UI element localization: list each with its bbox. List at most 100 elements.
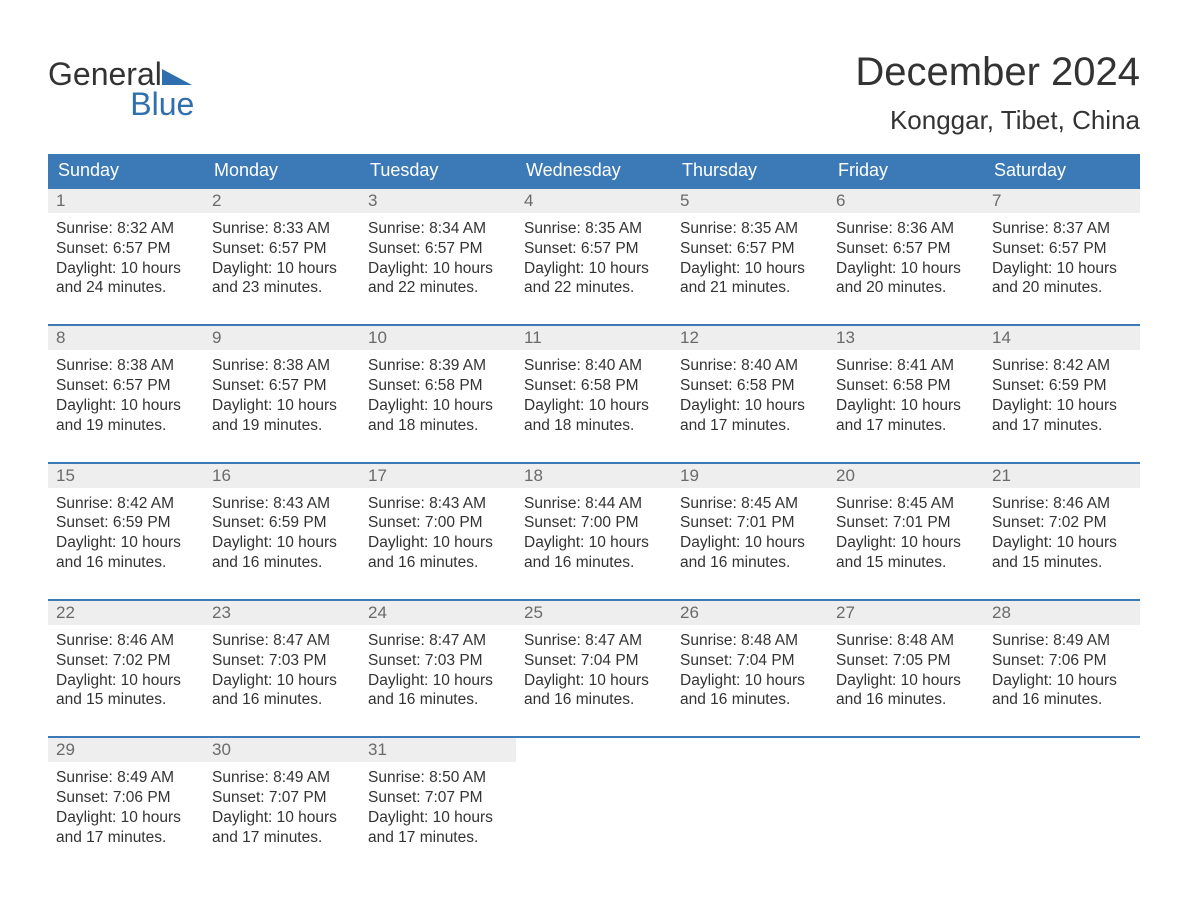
sunset-text: Sunset: 6:58 PM <box>836 376 976 396</box>
daylight-text: and 16 minutes. <box>212 690 352 710</box>
sunrise-text: Sunrise: 8:44 AM <box>524 494 664 514</box>
calendar: Sunday Monday Tuesday Wednesday Thursday… <box>48 154 1140 852</box>
sunset-text: Sunset: 7:01 PM <box>680 513 820 533</box>
day-number-empty <box>516 738 672 762</box>
day-cell: 14Sunrise: 8:42 AMSunset: 6:59 PMDayligh… <box>984 326 1140 439</box>
day-number: 9 <box>204 326 360 350</box>
day-body: Sunrise: 8:33 AMSunset: 6:57 PMDaylight:… <box>204 213 360 302</box>
day-cell: 22Sunrise: 8:46 AMSunset: 7:02 PMDayligh… <box>48 601 204 714</box>
sunset-text: Sunset: 6:59 PM <box>212 513 352 533</box>
daylight-text: Daylight: 10 hours <box>212 671 352 691</box>
day-cell: 13Sunrise: 8:41 AMSunset: 6:58 PMDayligh… <box>828 326 984 439</box>
sunrise-text: Sunrise: 8:42 AM <box>56 494 196 514</box>
daylight-text: and 16 minutes. <box>368 690 508 710</box>
sunrise-text: Sunrise: 8:45 AM <box>680 494 820 514</box>
day-number: 13 <box>828 326 984 350</box>
daylight-text: Daylight: 10 hours <box>212 259 352 279</box>
daylight-text: Daylight: 10 hours <box>836 533 976 553</box>
sunrise-text: Sunrise: 8:48 AM <box>680 631 820 651</box>
day-number: 18 <box>516 464 672 488</box>
sunset-text: Sunset: 7:02 PM <box>992 513 1132 533</box>
day-cell: 25Sunrise: 8:47 AMSunset: 7:04 PMDayligh… <box>516 601 672 714</box>
sunset-text: Sunset: 7:00 PM <box>524 513 664 533</box>
day-number: 11 <box>516 326 672 350</box>
day-cell: 16Sunrise: 8:43 AMSunset: 6:59 PMDayligh… <box>204 464 360 577</box>
daylight-text: and 24 minutes. <box>56 278 196 298</box>
sunrise-text: Sunrise: 8:47 AM <box>524 631 664 651</box>
day-cell: 19Sunrise: 8:45 AMSunset: 7:01 PMDayligh… <box>672 464 828 577</box>
day-body: Sunrise: 8:43 AMSunset: 7:00 PMDaylight:… <box>360 488 516 577</box>
day-number: 27 <box>828 601 984 625</box>
day-cell: 31Sunrise: 8:50 AMSunset: 7:07 PMDayligh… <box>360 738 516 851</box>
sunrise-text: Sunrise: 8:49 AM <box>56 768 196 788</box>
day-body: Sunrise: 8:42 AMSunset: 6:59 PMDaylight:… <box>48 488 204 577</box>
weekday-header: Tuesday <box>360 154 516 187</box>
day-body: Sunrise: 8:47 AMSunset: 7:04 PMDaylight:… <box>516 625 672 714</box>
day-body: Sunrise: 8:47 AMSunset: 7:03 PMDaylight:… <box>360 625 516 714</box>
sunset-text: Sunset: 7:04 PM <box>680 651 820 671</box>
weekday-header: Friday <box>828 154 984 187</box>
header-row-top: General Gene Blue December 2024 Konggar,… <box>48 50 1140 136</box>
daylight-text: and 20 minutes. <box>836 278 976 298</box>
daylight-text: and 19 minutes. <box>56 416 196 436</box>
day-cell: 11Sunrise: 8:40 AMSunset: 6:58 PMDayligh… <box>516 326 672 439</box>
sunset-text: Sunset: 7:06 PM <box>56 788 196 808</box>
sunset-text: Sunset: 6:57 PM <box>524 239 664 259</box>
daylight-text: Daylight: 10 hours <box>992 533 1132 553</box>
daylight-text: Daylight: 10 hours <box>56 259 196 279</box>
day-body: Sunrise: 8:48 AMSunset: 7:05 PMDaylight:… <box>828 625 984 714</box>
sunrise-text: Sunrise: 8:33 AM <box>212 219 352 239</box>
daylight-text: Daylight: 10 hours <box>368 259 508 279</box>
daylight-text: and 16 minutes. <box>368 553 508 573</box>
day-number: 5 <box>672 189 828 213</box>
day-body: Sunrise: 8:35 AMSunset: 6:57 PMDaylight:… <box>672 213 828 302</box>
daylight-text: and 22 minutes. <box>368 278 508 298</box>
sunrise-text: Sunrise: 8:35 AM <box>524 219 664 239</box>
day-body: Sunrise: 8:37 AMSunset: 6:57 PMDaylight:… <box>984 213 1140 302</box>
daylight-text: and 17 minutes. <box>836 416 976 436</box>
sunset-text: Sunset: 6:58 PM <box>680 376 820 396</box>
sunrise-text: Sunrise: 8:34 AM <box>368 219 508 239</box>
sunset-text: Sunset: 6:57 PM <box>992 239 1132 259</box>
day-number: 20 <box>828 464 984 488</box>
title-block: December 2024 Konggar, Tibet, China <box>855 50 1140 136</box>
day-body: Sunrise: 8:38 AMSunset: 6:57 PMDaylight:… <box>48 350 204 439</box>
day-cell: 26Sunrise: 8:48 AMSunset: 7:04 PMDayligh… <box>672 601 828 714</box>
sunrise-text: Sunrise: 8:47 AM <box>212 631 352 651</box>
day-cell: 1Sunrise: 8:32 AMSunset: 6:57 PMDaylight… <box>48 189 204 302</box>
daylight-text: Daylight: 10 hours <box>56 533 196 553</box>
day-number: 17 <box>360 464 516 488</box>
day-number: 29 <box>48 738 204 762</box>
day-number: 4 <box>516 189 672 213</box>
sunset-text: Sunset: 6:57 PM <box>836 239 976 259</box>
daylight-text: and 16 minutes. <box>680 690 820 710</box>
daylight-text: Daylight: 10 hours <box>368 396 508 416</box>
sunset-text: Sunset: 7:02 PM <box>56 651 196 671</box>
day-cell: 8Sunrise: 8:38 AMSunset: 6:57 PMDaylight… <box>48 326 204 439</box>
daylight-text: Daylight: 10 hours <box>992 259 1132 279</box>
day-cell: 2Sunrise: 8:33 AMSunset: 6:57 PMDaylight… <box>204 189 360 302</box>
day-number: 3 <box>360 189 516 213</box>
day-body: Sunrise: 8:45 AMSunset: 7:01 PMDaylight:… <box>828 488 984 577</box>
day-cell: 18Sunrise: 8:44 AMSunset: 7:00 PMDayligh… <box>516 464 672 577</box>
day-number: 23 <box>204 601 360 625</box>
daylight-text: Daylight: 10 hours <box>680 533 820 553</box>
day-number: 26 <box>672 601 828 625</box>
weekday-header-row: Sunday Monday Tuesday Wednesday Thursday… <box>48 154 1140 187</box>
day-cell: 21Sunrise: 8:46 AMSunset: 7:02 PMDayligh… <box>984 464 1140 577</box>
sunrise-text: Sunrise: 8:48 AM <box>836 631 976 651</box>
sunset-text: Sunset: 7:07 PM <box>368 788 508 808</box>
sunrise-text: Sunrise: 8:45 AM <box>836 494 976 514</box>
day-cell <box>672 738 828 851</box>
day-body: Sunrise: 8:46 AMSunset: 7:02 PMDaylight:… <box>984 488 1140 577</box>
day-number: 15 <box>48 464 204 488</box>
daylight-text: and 16 minutes. <box>836 690 976 710</box>
day-number: 7 <box>984 189 1140 213</box>
location-title: Konggar, Tibet, China <box>855 105 1140 136</box>
daylight-text: and 17 minutes. <box>992 416 1132 436</box>
day-cell: 4Sunrise: 8:35 AMSunset: 6:57 PMDaylight… <box>516 189 672 302</box>
daylight-text: and 18 minutes. <box>368 416 508 436</box>
day-number: 6 <box>828 189 984 213</box>
day-body: Sunrise: 8:43 AMSunset: 6:59 PMDaylight:… <box>204 488 360 577</box>
day-cell: 23Sunrise: 8:47 AMSunset: 7:03 PMDayligh… <box>204 601 360 714</box>
